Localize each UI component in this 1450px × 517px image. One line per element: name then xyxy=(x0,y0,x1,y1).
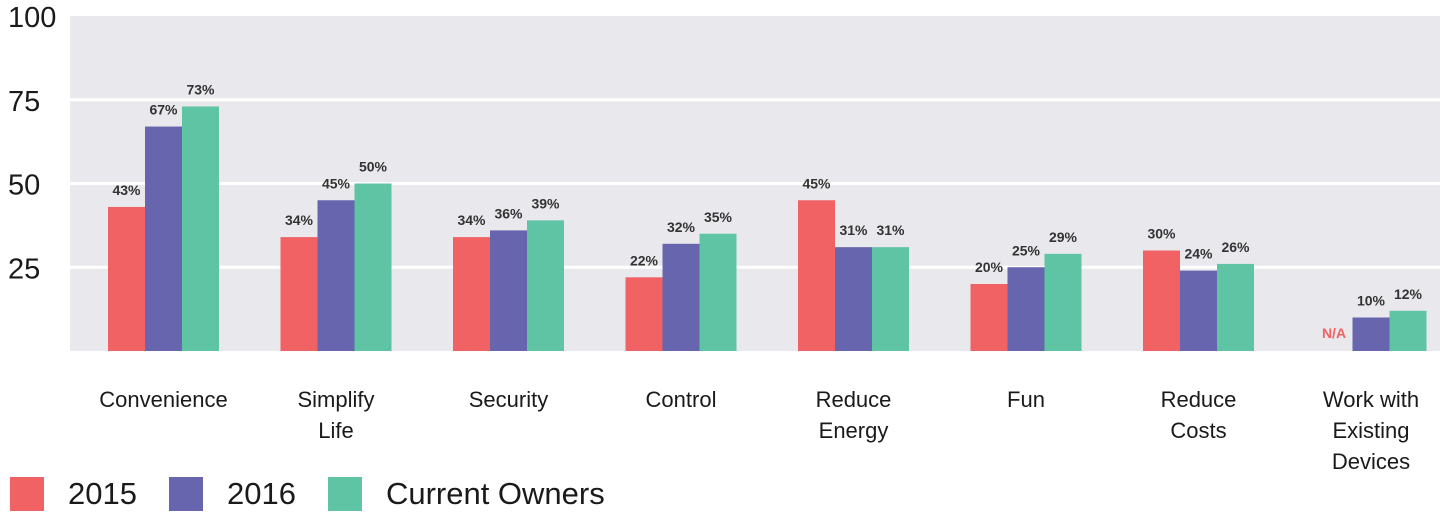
bar-2-0 xyxy=(182,106,219,351)
bar-1-5 xyxy=(1007,267,1045,351)
category-label-line: Reduce xyxy=(816,387,892,412)
bar-0-5 xyxy=(970,284,1008,351)
legend-item-2016: 2016 xyxy=(168,476,296,512)
data-label-1-1: 45% xyxy=(322,175,351,191)
bar-0-4 xyxy=(798,200,835,351)
bar-0-6 xyxy=(1143,250,1180,351)
category-label-line: Energy xyxy=(819,418,889,443)
category-label-1: Simplify Life xyxy=(297,387,374,443)
bar-2-5 xyxy=(1044,253,1082,351)
data-label-1-3: 32% xyxy=(667,219,696,235)
data-label-2-3: 35% xyxy=(704,209,733,225)
data-label-0-4: 45% xyxy=(802,175,831,191)
data-label-0-7: N/A xyxy=(1322,325,1346,341)
bar-2-2 xyxy=(527,220,564,351)
bar-2-7 xyxy=(1389,310,1427,351)
bar-1-4 xyxy=(835,247,872,351)
category-label-line: Fun xyxy=(1007,387,1045,412)
data-label-1-7: 10% xyxy=(1357,293,1386,309)
legend-label-2015: 2015 xyxy=(68,476,137,511)
y-tick-label-25: 25 xyxy=(8,253,40,285)
data-label-0-1: 34% xyxy=(285,212,314,228)
bar-1-7 xyxy=(1352,317,1390,351)
bar-1-0 xyxy=(145,126,182,351)
category-label-3: Control xyxy=(646,387,717,412)
bar-1-1 xyxy=(317,200,355,351)
y-tick-label-75: 75 xyxy=(8,86,40,118)
bar-1-3 xyxy=(662,243,700,351)
data-label-2-5: 29% xyxy=(1049,229,1078,245)
category-label-4: Reduce Energy xyxy=(816,387,892,443)
data-label-1-6: 24% xyxy=(1184,246,1213,262)
category-label-line: Work with xyxy=(1323,387,1419,412)
category-label-line: Reduce xyxy=(1161,387,1237,412)
data-label-0-0: 43% xyxy=(112,182,141,198)
legend-label-2016: 2016 xyxy=(226,476,296,511)
bar-0-3 xyxy=(625,277,663,351)
data-label-1-0: 67% xyxy=(149,102,178,118)
legend-swatch-2016 xyxy=(168,477,203,511)
data-label-0-2: 34% xyxy=(457,212,486,228)
bar-chart: 100 75 50 25 43% 67% 73% Convenience 34% 45% 50% Si… xyxy=(8,2,1440,470)
category-label-line: Devices xyxy=(1332,449,1410,470)
data-label-2-7: 12% xyxy=(1394,286,1423,302)
data-label-0-5: 20% xyxy=(975,259,1004,275)
data-label-1-2: 36% xyxy=(494,205,523,221)
legend-swatch-2015 xyxy=(10,477,44,511)
bar-1-6 xyxy=(1180,270,1217,351)
data-label-1-4: 31% xyxy=(839,222,868,238)
legend-label-current-owners: Current Owners xyxy=(385,476,605,511)
legend: 2015 2016 Current Owners xyxy=(10,474,637,514)
data-label-2-6: 26% xyxy=(1221,239,1250,255)
category-label-0: Convenience xyxy=(99,387,227,412)
bar-2-4 xyxy=(872,247,909,351)
legend-item-2015: 2015 xyxy=(10,476,137,512)
bar-0-0 xyxy=(108,206,145,351)
legend-swatch-current-owners xyxy=(327,477,362,511)
category-label-7: Work with Existing Devices xyxy=(1323,387,1419,470)
legend-item-current-owners: Current Owners xyxy=(327,476,605,512)
data-label-2-4: 31% xyxy=(876,222,905,238)
data-label-0-3: 22% xyxy=(630,252,659,268)
bar-2-6 xyxy=(1217,263,1254,351)
category-label-line: Costs xyxy=(1170,418,1226,443)
category-label-line: Life xyxy=(318,418,353,443)
category-label-line: Security xyxy=(469,387,548,412)
bar-1-2 xyxy=(490,230,527,351)
bar-0-2 xyxy=(453,237,490,351)
y-tick-label-100: 100 xyxy=(8,2,56,34)
data-label-2-1: 50% xyxy=(359,159,388,175)
data-label-1-5: 25% xyxy=(1012,242,1041,258)
bar-0-1 xyxy=(280,237,318,351)
category-label-line: Convenience xyxy=(99,387,227,412)
bar-2-3 xyxy=(699,233,737,351)
category-label-2: Security xyxy=(469,387,548,412)
category-label-line: Control xyxy=(646,387,717,412)
category-label-6: Reduce Costs xyxy=(1161,387,1237,443)
bar-2-1 xyxy=(354,183,392,351)
category-label-5: Fun xyxy=(1007,387,1045,412)
data-label-0-6: 30% xyxy=(1147,226,1176,242)
y-tick-label-50: 50 xyxy=(8,170,40,202)
category-label-line: Existing xyxy=(1332,418,1409,443)
data-label-2-0: 73% xyxy=(186,81,215,97)
category-label-line: Simplify xyxy=(297,387,374,412)
data-label-2-2: 39% xyxy=(531,195,560,211)
